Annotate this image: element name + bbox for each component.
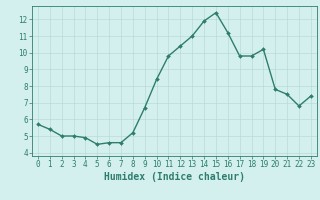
X-axis label: Humidex (Indice chaleur): Humidex (Indice chaleur) [104,172,245,182]
